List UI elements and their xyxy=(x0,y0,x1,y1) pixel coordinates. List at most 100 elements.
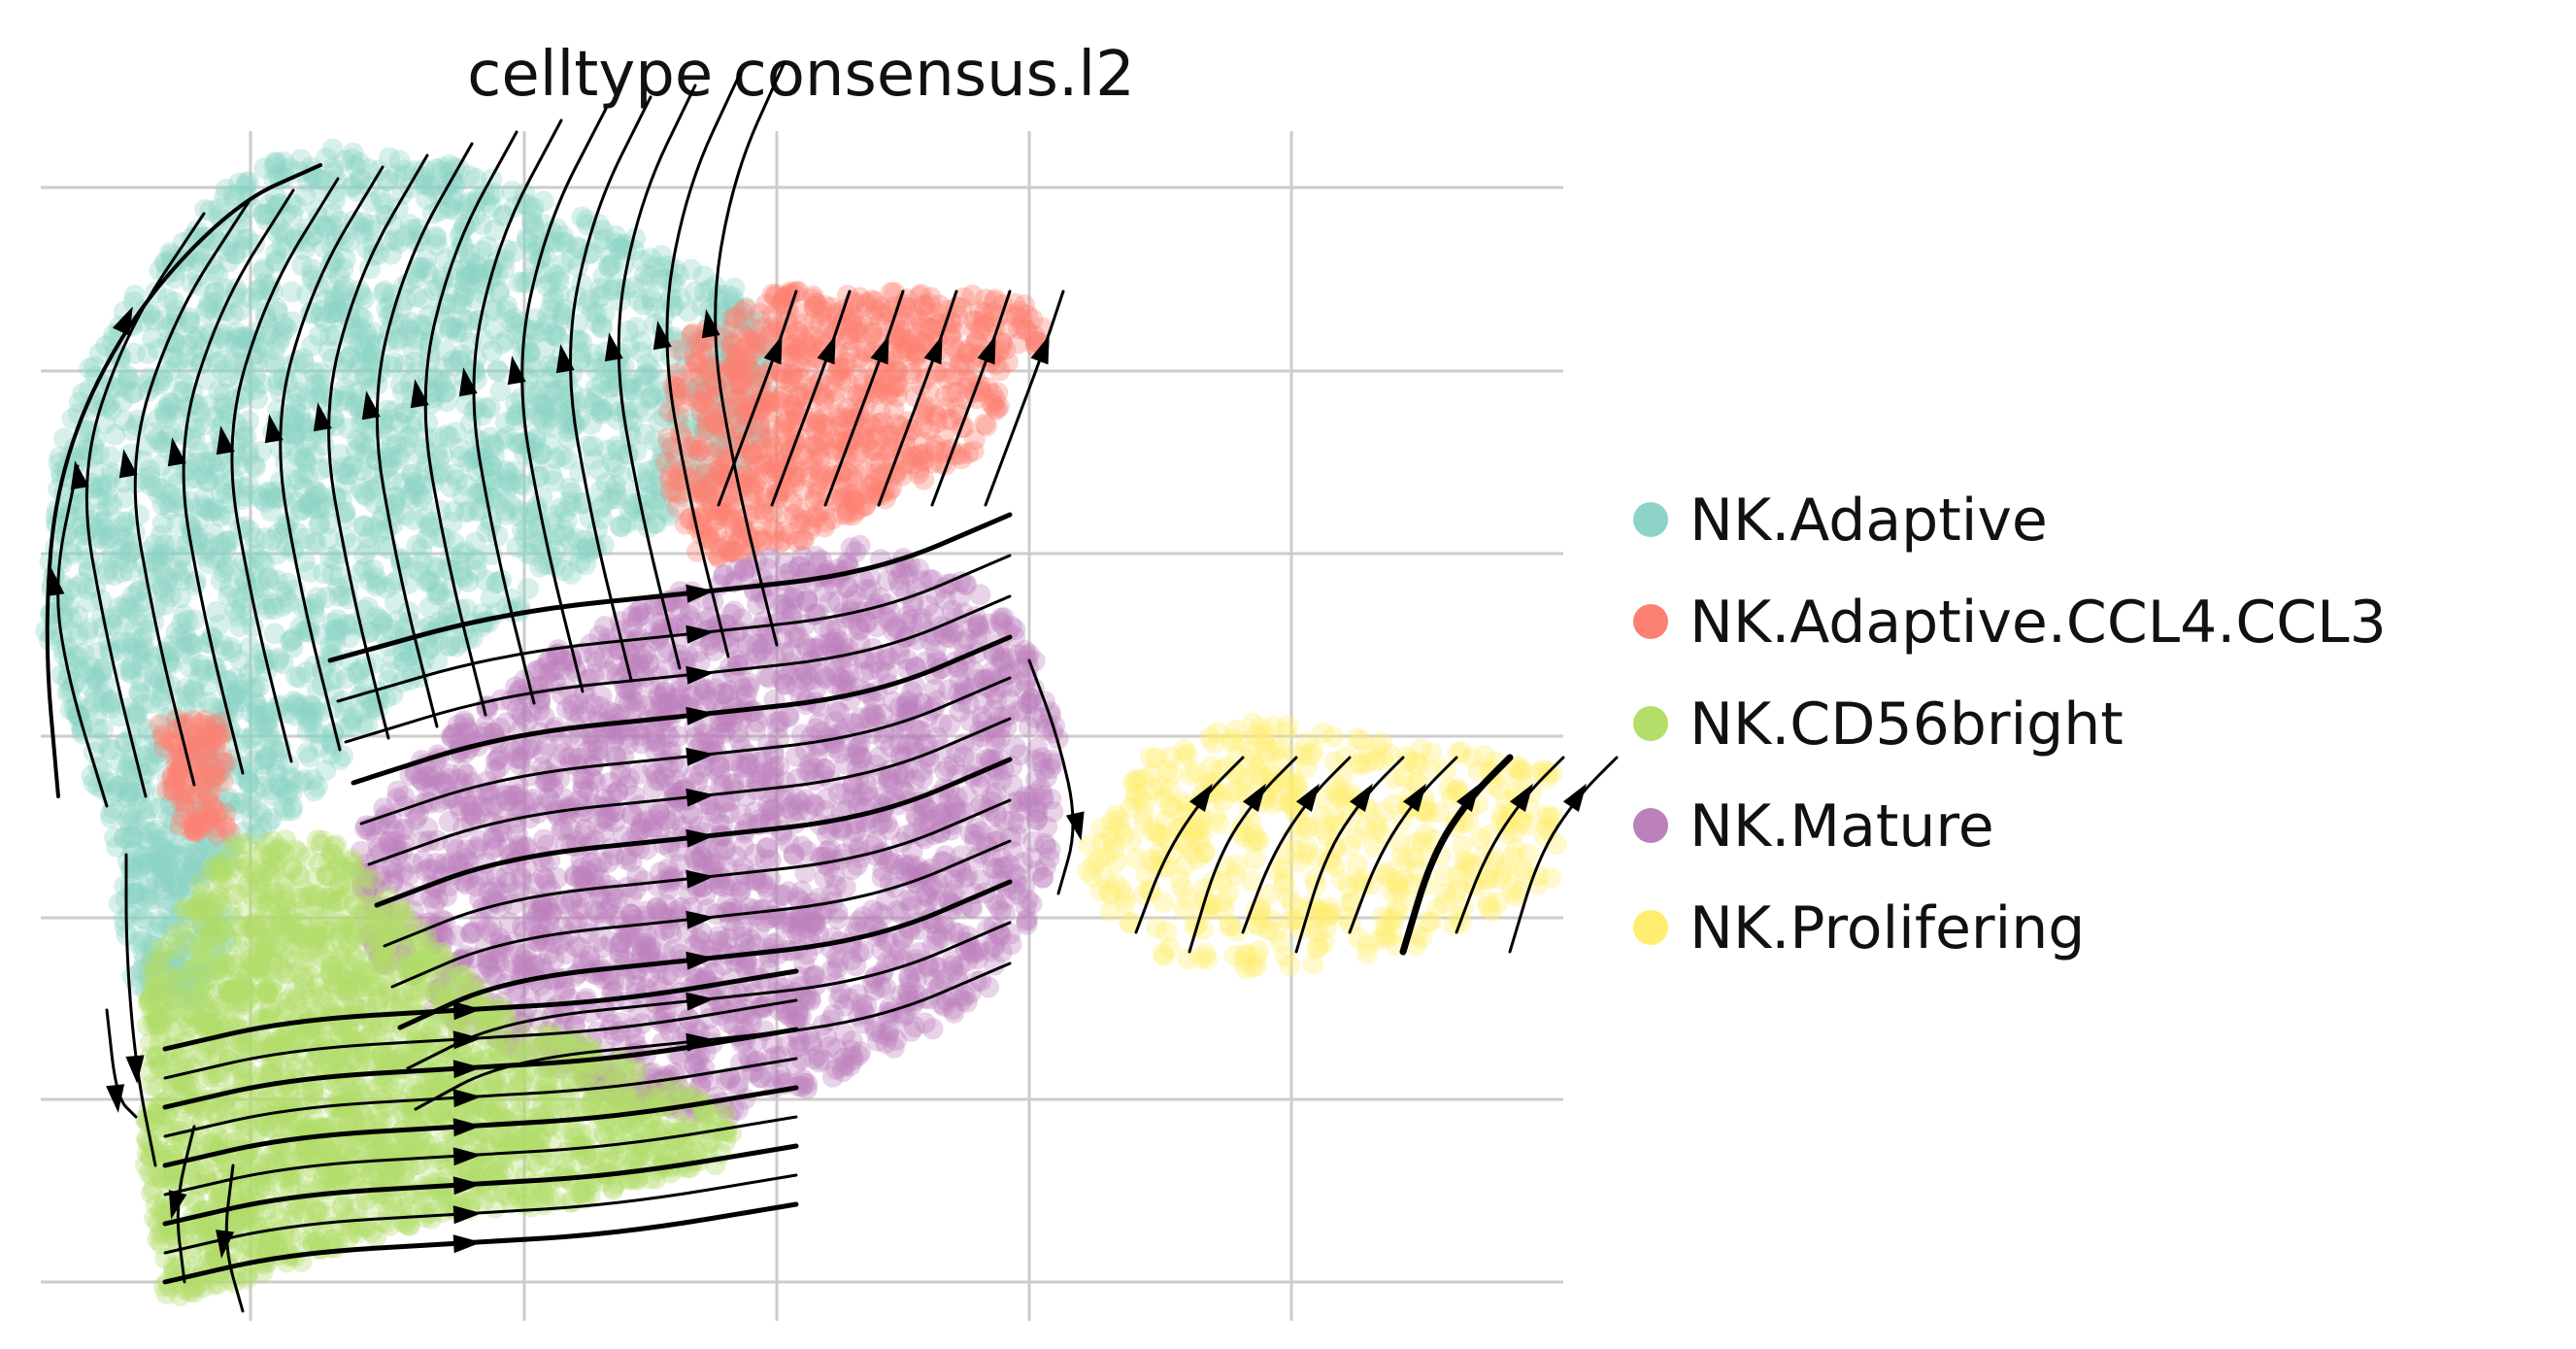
scatter-point xyxy=(349,152,370,174)
scatter-point xyxy=(229,299,251,321)
scatter-point xyxy=(172,560,194,583)
scatter-point xyxy=(194,659,217,682)
scatter-point xyxy=(590,398,613,421)
scatter-point xyxy=(513,474,535,496)
scatter-point xyxy=(520,211,543,233)
scatter-point xyxy=(524,322,547,344)
scatter-point xyxy=(467,254,489,277)
scatter-point xyxy=(77,622,99,644)
scatter-point xyxy=(500,310,522,332)
scatter-point xyxy=(279,630,301,652)
scatter-point xyxy=(391,472,414,494)
scatter-point xyxy=(218,454,241,476)
scatter-point xyxy=(300,694,322,717)
scatter-point xyxy=(361,353,384,375)
scatter-point xyxy=(434,381,456,403)
scatter-point xyxy=(267,222,288,245)
scatter-point xyxy=(215,531,236,554)
scatter-point xyxy=(301,335,323,356)
scatter-point xyxy=(214,753,236,775)
scatter-point xyxy=(503,460,525,483)
scatter-point xyxy=(551,445,573,467)
scatter-point xyxy=(369,522,391,543)
scatter-point xyxy=(677,377,699,399)
scatter-point xyxy=(338,347,360,369)
scatter-point xyxy=(290,368,313,390)
scatter-point xyxy=(353,557,376,580)
scatter-point xyxy=(719,339,741,361)
scatter-point xyxy=(529,392,552,415)
scatter-point xyxy=(290,149,312,171)
scatter-point xyxy=(123,342,146,364)
scatter-point xyxy=(730,374,753,396)
scatter-point xyxy=(258,482,281,504)
scatter-point xyxy=(509,473,531,495)
scatter-point xyxy=(427,427,450,450)
scatter-point xyxy=(428,200,451,222)
scatter-point xyxy=(143,672,165,694)
scatter-point xyxy=(242,725,264,747)
scatter-point xyxy=(697,482,719,504)
scatter-point xyxy=(146,742,168,764)
grid xyxy=(41,131,1563,1321)
scatter-point xyxy=(466,445,488,467)
scatter-point xyxy=(316,216,338,238)
scatter-point xyxy=(333,718,355,740)
scatter-point xyxy=(224,684,247,706)
scatter-point xyxy=(304,167,326,189)
scatter-point xyxy=(636,469,658,491)
scatter-point xyxy=(293,416,316,438)
scatter-point xyxy=(634,271,656,293)
scatter-point xyxy=(569,552,591,574)
scatter-point xyxy=(183,609,205,631)
scatter-point xyxy=(197,394,219,417)
scatter-point xyxy=(331,691,353,713)
scatter-point xyxy=(386,330,409,352)
scatter-point xyxy=(716,354,738,377)
scatter-point xyxy=(596,439,619,461)
scatter-point xyxy=(362,558,385,581)
scatter-point xyxy=(203,696,225,719)
scatter-point xyxy=(550,379,572,401)
scatter-point xyxy=(703,461,725,484)
scatter-point xyxy=(511,331,532,354)
scatter-point xyxy=(272,314,294,336)
scatter-point xyxy=(231,596,253,619)
scatter-point xyxy=(128,713,151,735)
scatter-point xyxy=(507,499,529,522)
scatter-point xyxy=(254,491,276,513)
scatter-point xyxy=(98,737,120,759)
scatter-point xyxy=(197,814,219,836)
scatter-point xyxy=(385,591,406,614)
scatter-point xyxy=(566,236,588,258)
scatter-point xyxy=(205,736,227,759)
scatter-point xyxy=(425,557,448,579)
scatter-point xyxy=(110,639,132,661)
scatter-point xyxy=(698,380,720,402)
scatter-point xyxy=(414,507,436,529)
scatter-point xyxy=(217,852,240,874)
scatter-point xyxy=(637,485,659,507)
scatter-point xyxy=(123,381,146,403)
scatter-point xyxy=(787,498,810,521)
scatter-point xyxy=(149,728,171,751)
scatter-point xyxy=(847,364,869,387)
scatter-point xyxy=(540,381,562,403)
scatter-point xyxy=(245,691,267,714)
scatter-point xyxy=(561,482,584,504)
scatter-point xyxy=(377,330,399,353)
scatter-point xyxy=(50,604,73,626)
scatter-point xyxy=(251,776,274,797)
scatter-point xyxy=(202,713,224,735)
scatter-point xyxy=(296,463,318,486)
scatter-point xyxy=(653,395,676,418)
scatter-point xyxy=(275,451,296,473)
scatter-point xyxy=(515,431,537,453)
scatter-point xyxy=(616,398,638,421)
scatter-point xyxy=(508,433,530,455)
scatter-point xyxy=(140,692,162,715)
scatter-point xyxy=(263,737,285,759)
scatter-point xyxy=(289,403,312,425)
scatter-point xyxy=(341,365,363,388)
scatter-point xyxy=(549,284,571,306)
